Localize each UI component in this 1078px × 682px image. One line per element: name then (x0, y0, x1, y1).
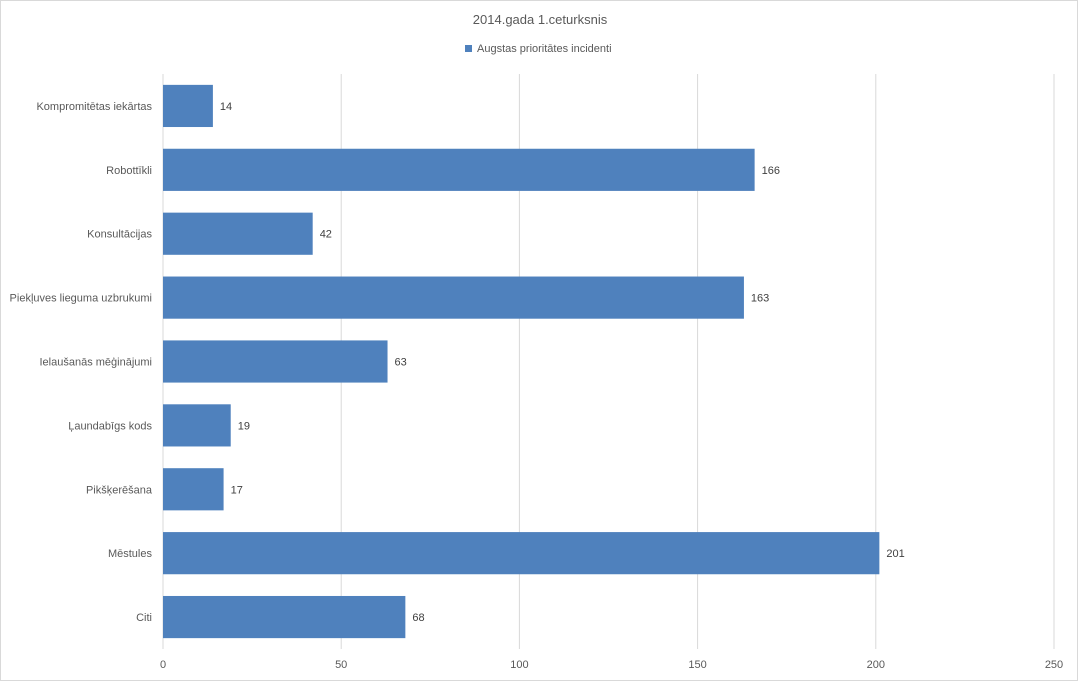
x-tick-label: 200 (867, 659, 885, 671)
category-label: Konsultācijas (87, 229, 152, 241)
bar (163, 404, 231, 447)
category-label: Ļaundabīgs kods (68, 420, 152, 432)
bar (163, 212, 313, 255)
data-label: 68 (412, 612, 424, 624)
legend: Augstas prioritātes incidenti (465, 43, 612, 55)
x-tick-label: 50 (335, 659, 347, 671)
category-label: Robottīkli (106, 165, 152, 177)
bar (163, 595, 406, 639)
category-label: Kompromitētas iekārtas (36, 101, 152, 113)
data-label: 201 (886, 548, 904, 560)
category-label: Pikšķerēšana (86, 484, 153, 496)
bar (163, 148, 755, 191)
x-tick-label: 150 (688, 659, 706, 671)
data-label: 163 (751, 293, 769, 305)
data-label: 63 (395, 357, 407, 369)
data-label: 19 (238, 420, 250, 432)
category-labels: Kompromitētas iekārtas Robottīkli Konsultā… (10, 101, 153, 624)
chart-title: 2014.gada 1.ceturksnis (473, 12, 608, 27)
bar (163, 84, 213, 128)
category-label: Ielaušanās mēģinājumi (39, 356, 152, 369)
data-labels: 14 166 42 163 63 19 17 201 68 (220, 101, 905, 624)
bar (163, 468, 224, 511)
bar (163, 276, 744, 319)
x-tick-label: 250 (1045, 659, 1063, 671)
bars (163, 84, 880, 639)
data-label: 14 (220, 101, 232, 113)
data-label: 42 (320, 229, 332, 241)
bar (163, 532, 880, 575)
legend-swatch (465, 45, 472, 52)
category-label: Piekļuves lieguma uzbrukumi (10, 293, 152, 305)
category-label: Citi (136, 612, 152, 624)
data-label: 17 (231, 484, 243, 496)
x-tick-label: 0 (160, 659, 166, 671)
x-axis-ticks: 0 50 100 150 200 250 (160, 659, 1063, 671)
category-label: Mēstules (108, 548, 153, 560)
x-tick-label: 100 (510, 659, 528, 671)
bar (163, 340, 388, 383)
legend-label: Augstas prioritātes incidenti (477, 43, 612, 55)
data-label: 166 (762, 165, 780, 177)
